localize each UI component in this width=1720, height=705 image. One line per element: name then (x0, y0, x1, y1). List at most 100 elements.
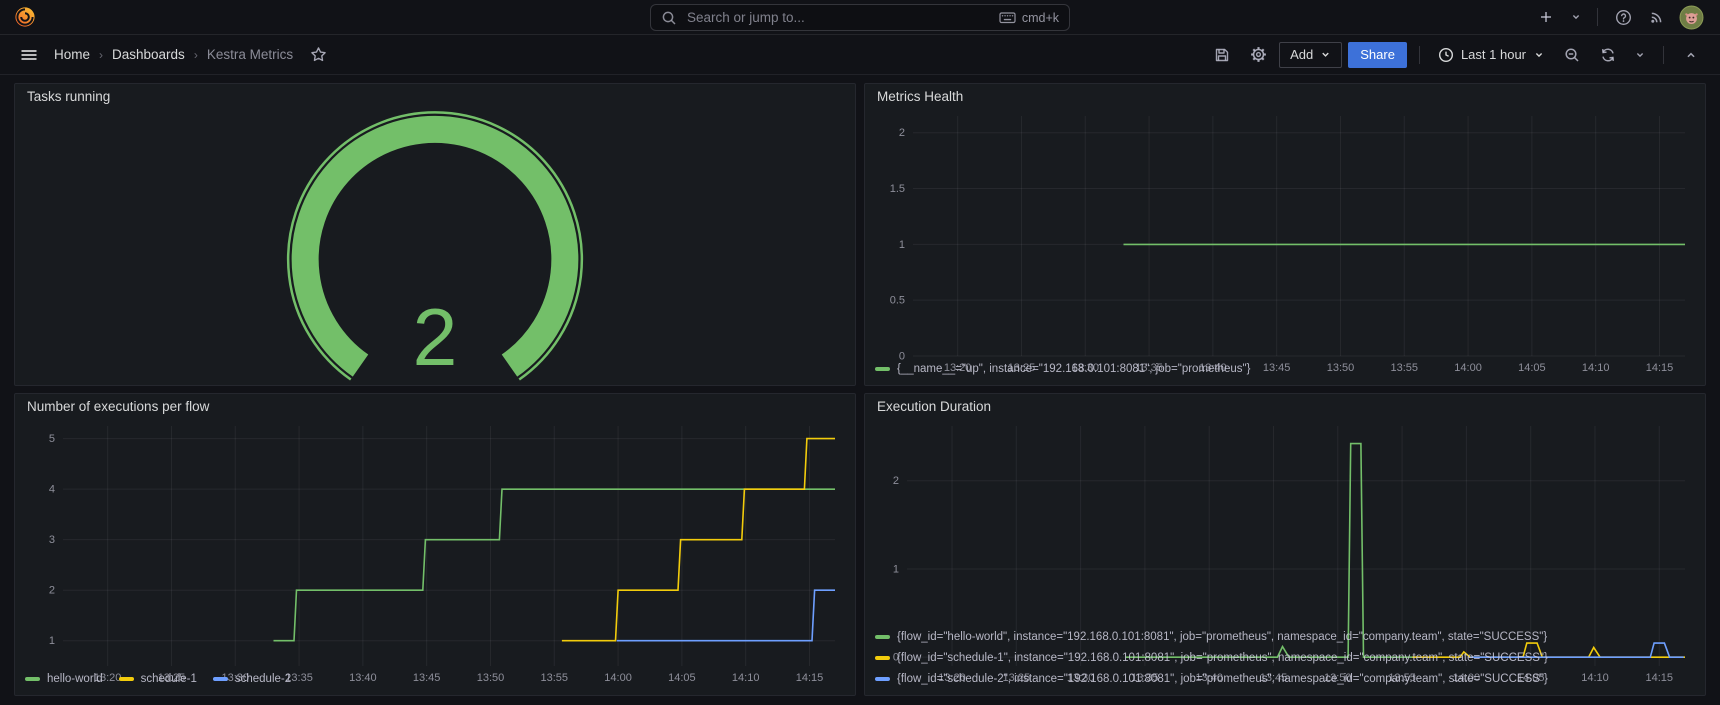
save-dashboard-button[interactable] (1207, 40, 1237, 70)
legend-series-label: hello-world (47, 672, 103, 685)
new-dropdown-caret[interactable] (1565, 2, 1587, 32)
toolbar-divider (1663, 45, 1664, 64)
chevron-up-icon (1687, 52, 1695, 57)
legend-item[interactable]: schedule-2 (212, 668, 292, 689)
legend-series-color (875, 366, 890, 371)
svg-text:13:50: 13:50 (477, 672, 505, 684)
panel-executions-per-flow: Number of executions per flow 13:20 13:25… (14, 393, 856, 696)
legend-series-color (25, 676, 40, 681)
user-avatar[interactable] (1676, 2, 1706, 32)
svg-text:13:45: 13:45 (1263, 362, 1291, 374)
svg-text:14:15: 14:15 (1646, 362, 1674, 374)
toolbar-divider (1418, 45, 1420, 64)
chevron-down-icon (1572, 15, 1580, 20)
chevron-down-icon (1535, 52, 1543, 57)
svg-text:13:55: 13:55 (541, 672, 569, 684)
svg-text:13:25: 13:25 (1008, 362, 1036, 374)
zoom-out-time-button[interactable] (1557, 40, 1587, 70)
legend-series-label: {flow_id="hello-world", instance="192.16… (897, 630, 1548, 643)
executions-legend: hello-world schedule-1 schedule-2 (15, 667, 855, 695)
legend-item[interactable]: {flow_id="schedule-1", instance="192.168… (875, 647, 1695, 668)
panel-title[interactable]: Tasks running (27, 89, 111, 104)
search-input[interactable] (685, 9, 991, 26)
executions-chart[interactable]: 13:20 13:25 13:30 13:35 13:40 13:45 13:50 13:55… (23, 418, 847, 684)
svg-text:13:50: 13:50 (1324, 672, 1352, 684)
svg-text:14:10: 14:10 (1581, 672, 1609, 684)
svg-text:14:00: 14:00 (1453, 672, 1481, 684)
legend-item[interactable]: schedule-1 (118, 668, 197, 689)
svg-text:5: 5 (49, 433, 55, 445)
metrics-health-chart[interactable]: 13:20 13:25 13:30 13:35 13:40 13:45 13:50 13:55… (873, 108, 1697, 374)
svg-text:14:00: 14:00 (1454, 362, 1482, 374)
star-icon (310, 47, 326, 62)
svg-text:0: 0 (899, 351, 905, 363)
execution-duration-chart[interactable]: 13:20 13:25 13:30 13:35 13:40 13:45 13:50 13:55… (873, 418, 1697, 684)
legend-series-color (875, 634, 890, 639)
panel-title[interactable]: Execution Duration (877, 399, 992, 414)
svg-text:2: 2 (413, 293, 458, 383)
breadcrumb: Home › Dashboards › Kestra Metrics (54, 47, 293, 62)
legend-item[interactable]: hello-world (25, 668, 103, 689)
panel-title[interactable]: Metrics Health (877, 89, 964, 104)
clock-icon (1438, 47, 1453, 62)
execution-duration-legend: {flow_id="hello-world", instance="192.16… (865, 625, 1705, 695)
search-icon (662, 11, 676, 25)
refresh-interval-caret[interactable] (1629, 40, 1651, 70)
svg-text:13:20: 13:20 (94, 672, 122, 684)
dashboard-toolbar: Home › Dashboards › Kestra Metrics (0, 35, 1720, 75)
svg-text:14:05: 14:05 (1517, 672, 1545, 684)
svg-text:2: 2 (893, 475, 899, 487)
collapse-toolbar-button[interactable] (1676, 40, 1706, 70)
help-icon (1615, 9, 1631, 25)
new-button[interactable] (1531, 2, 1561, 32)
svg-text:13:55: 13:55 (1388, 672, 1416, 684)
svg-text:4: 4 (49, 484, 55, 496)
svg-text:13:45: 13:45 (413, 672, 441, 684)
svg-text:13:35: 13:35 (285, 672, 313, 684)
metrics-health-legend: {__name__="up", instance="192.168.0.101:… (865, 357, 1705, 385)
dashboard-grid: Tasks running 2 Metrics Health 13:20 13:2… (0, 75, 1720, 704)
mega-menu-toggle[interactable] (14, 40, 44, 70)
search-box[interactable]: cmd+k (650, 4, 1070, 31)
top-nav-bar: cmd+k (0, 0, 1720, 35)
dashboard-settings-button[interactable] (1243, 40, 1273, 70)
share-button[interactable]: Share (1348, 41, 1407, 68)
help-button[interactable] (1608, 2, 1638, 32)
time-range-picker[interactable]: Last 1 hour (1432, 42, 1551, 68)
add-panel-label: Add (1290, 47, 1314, 62)
topbar-actions (1531, 2, 1706, 32)
legend-item[interactable]: {flow_id="schedule-2", instance="192.168… (875, 668, 1695, 689)
share-label: Share (1360, 47, 1395, 62)
breadcrumb-dashboards[interactable]: Dashboards (112, 47, 185, 62)
news-button[interactable] (1642, 2, 1672, 32)
chevron-down-icon (1636, 52, 1644, 57)
svg-text:14:10: 14:10 (732, 672, 760, 684)
svg-text:13:25: 13:25 (158, 672, 186, 684)
save-icon (1215, 48, 1229, 61)
legend-series-color (118, 676, 134, 681)
svg-text:13:30: 13:30 (1071, 362, 1099, 374)
svg-text:13:40: 13:40 (1199, 362, 1227, 374)
legend-item[interactable]: {__name__="up", instance="192.168.0.101:… (875, 358, 1695, 379)
tasks-running-gauge: 2 (15, 106, 855, 385)
svg-text:14:05: 14:05 (668, 672, 696, 684)
legend-series-label: {flow_id="schedule-2", instance="192.168… (897, 672, 1548, 685)
svg-text:13:55: 13:55 (1391, 362, 1419, 374)
grafana-logo-icon (15, 7, 35, 27)
svg-text:2: 2 (49, 585, 55, 597)
panel-metrics-health: Metrics Health 13:20 13:25 13:30 13:35 13:40… (864, 83, 1706, 386)
legend-item[interactable]: {flow_id="hello-world", instance="192.16… (875, 626, 1695, 647)
add-panel-button[interactable]: Add (1279, 41, 1343, 68)
svg-text:1: 1 (893, 563, 899, 575)
legend-series-color (875, 676, 890, 681)
panel-title[interactable]: Number of executions per flow (27, 399, 210, 414)
breadcrumb-home[interactable]: Home (54, 47, 91, 62)
grafana-logo[interactable] (14, 6, 36, 28)
svg-text:0: 0 (893, 652, 899, 664)
legend-series-label: schedule-2 (234, 672, 292, 685)
favorite-button[interactable] (303, 40, 333, 70)
svg-text:14:05: 14:05 (1518, 362, 1546, 374)
rss-icon (1651, 12, 1662, 23)
svg-text:13:20: 13:20 (944, 362, 972, 374)
refresh-button[interactable] (1593, 40, 1623, 70)
